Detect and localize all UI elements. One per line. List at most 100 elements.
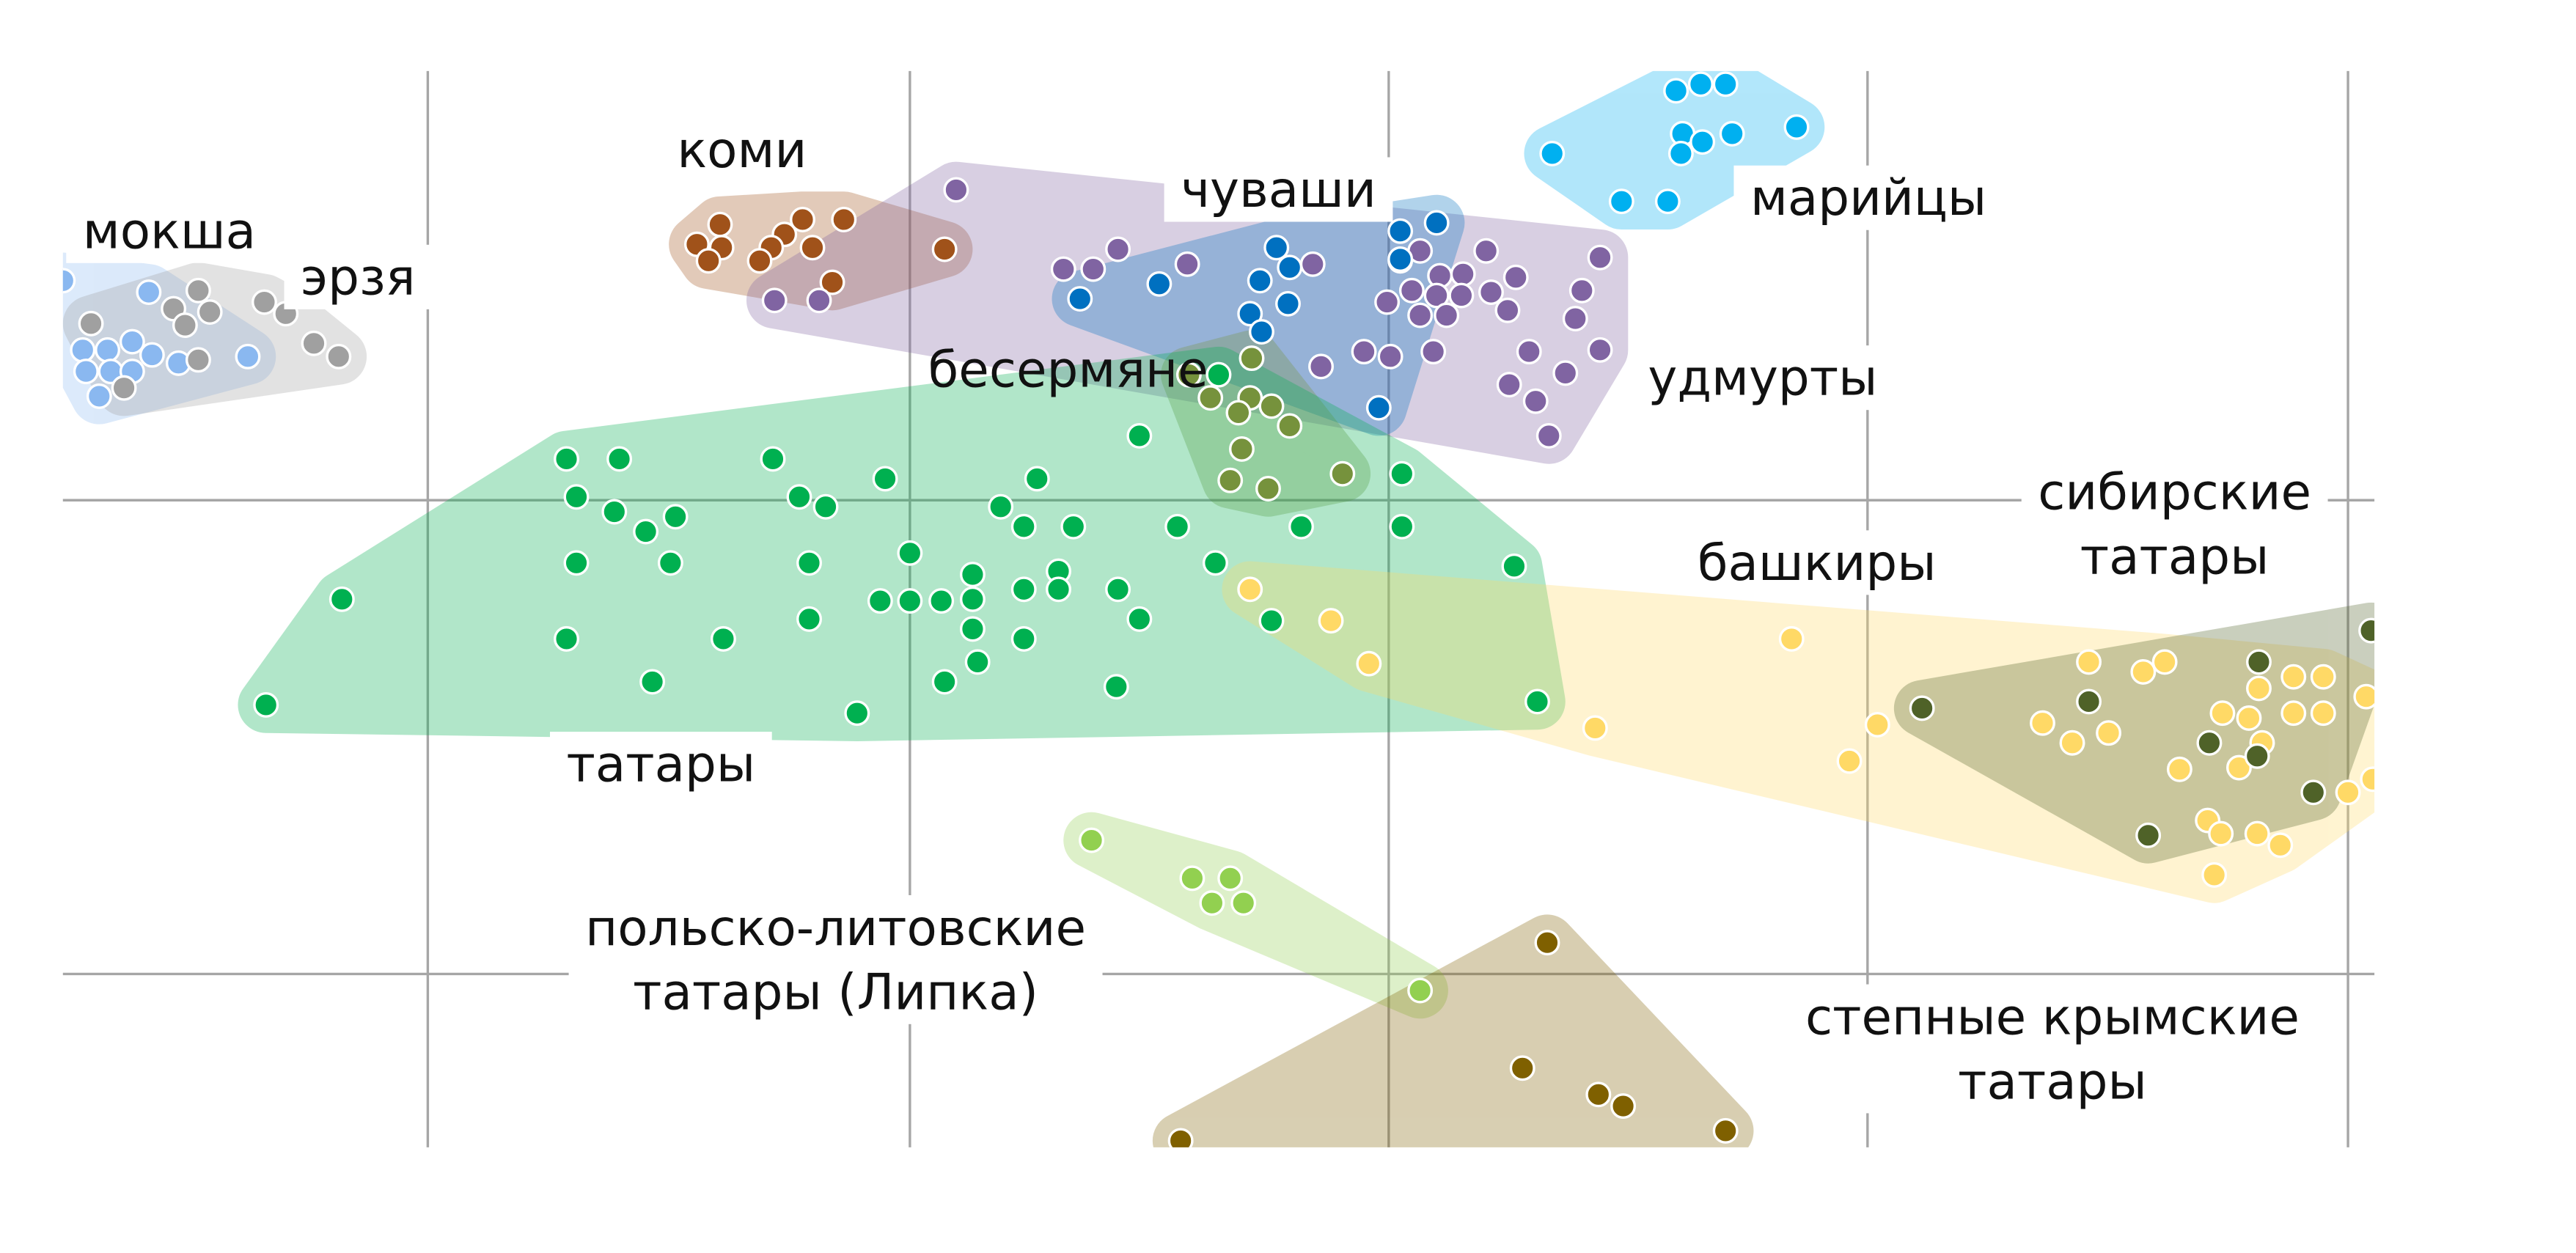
point: [1024, 466, 1050, 492]
point: [1288, 513, 1314, 540]
point: [1562, 306, 1588, 332]
point: [1663, 78, 1689, 104]
point: [657, 550, 683, 576]
point: [2353, 683, 2375, 710]
point: [172, 312, 198, 339]
point: [1060, 513, 1087, 540]
point: [1275, 290, 1301, 317]
point: [2246, 675, 2272, 702]
point: [1778, 625, 1805, 652]
point: [959, 616, 986, 642]
point: [62, 268, 76, 294]
point: [2360, 766, 2375, 793]
point: [1516, 339, 1542, 365]
point: [2244, 743, 2270, 769]
cluster-label: удмурты: [1648, 349, 1877, 407]
point: [1522, 388, 1549, 414]
point: [95, 337, 121, 363]
point: [1255, 476, 1281, 501]
cluster-area: [1063, 812, 1448, 1019]
point: [1249, 319, 1274, 345]
point: [1407, 977, 1434, 1004]
point: [2246, 649, 2272, 675]
cluster-area: [1152, 914, 1754, 1147]
point: [1365, 394, 1392, 421]
point: [1237, 576, 1263, 603]
point: [1247, 268, 1273, 294]
point: [796, 550, 822, 576]
point: [1420, 339, 1447, 365]
point: [1167, 1128, 1194, 1147]
point: [235, 343, 261, 370]
point: [633, 518, 659, 545]
cluster-label: татары: [567, 735, 756, 793]
point: [872, 466, 898, 492]
point: [1568, 277, 1595, 304]
point: [1654, 188, 1681, 215]
labels: мокша эрзя коми удмурты чуваши марийцы бесермя…: [66, 117, 2328, 1114]
point: [1010, 576, 1037, 603]
cluster-hull: [1152, 914, 1754, 1147]
point: [2209, 700, 2236, 727]
point: [1552, 360, 1579, 386]
point: [1299, 251, 1326, 277]
point: [959, 586, 986, 612]
point: [2280, 664, 2307, 690]
point: [1836, 748, 1863, 774]
label-background: [550, 732, 772, 797]
point: [1217, 467, 1244, 493]
point: [197, 299, 223, 326]
cluster-label: польско-литовские татары (Липка): [585, 898, 1086, 1021]
point: [1103, 674, 1129, 700]
point: [1423, 282, 1450, 309]
point: [812, 493, 839, 520]
point: [185, 347, 211, 373]
point: [78, 310, 104, 337]
point: [1318, 608, 1344, 634]
label-background: [1681, 530, 1953, 595]
point: [1535, 422, 1562, 449]
point: [2096, 720, 2122, 746]
point: [326, 343, 352, 370]
point: [1783, 114, 1810, 140]
point: [988, 493, 1014, 520]
point: [931, 236, 958, 262]
point: [1450, 261, 1476, 287]
label-background: [568, 894, 1103, 1024]
point: [796, 606, 822, 632]
point: [2059, 730, 2085, 756]
point: [639, 669, 666, 695]
point: [760, 446, 786, 472]
point: [554, 625, 579, 652]
point: [1398, 277, 1425, 304]
point: [897, 588, 923, 614]
point: [2030, 710, 2055, 736]
point: [1356, 650, 1382, 677]
point: [1258, 393, 1285, 419]
point: [2225, 754, 2252, 781]
point: [2310, 664, 2336, 690]
point: [1587, 337, 1613, 363]
point: [2300, 779, 2327, 806]
point: [2130, 658, 2157, 685]
label-background: [284, 244, 433, 309]
point: [707, 211, 733, 238]
point: [964, 649, 991, 675]
point: [1494, 297, 1521, 323]
point: [1448, 282, 1475, 309]
point: [2208, 820, 2234, 847]
grid: [62, 70, 2375, 1147]
point: [563, 484, 590, 510]
point: [1610, 1093, 1637, 1120]
point: [252, 289, 277, 315]
points: [62, 71, 2375, 1147]
point: [1608, 188, 1634, 215]
point: [73, 359, 99, 385]
point: [1046, 576, 1071, 603]
point: [1374, 289, 1401, 315]
point: [1010, 513, 1037, 540]
label-background: [660, 117, 823, 183]
label-background: [1733, 165, 2003, 230]
point: [606, 446, 633, 472]
